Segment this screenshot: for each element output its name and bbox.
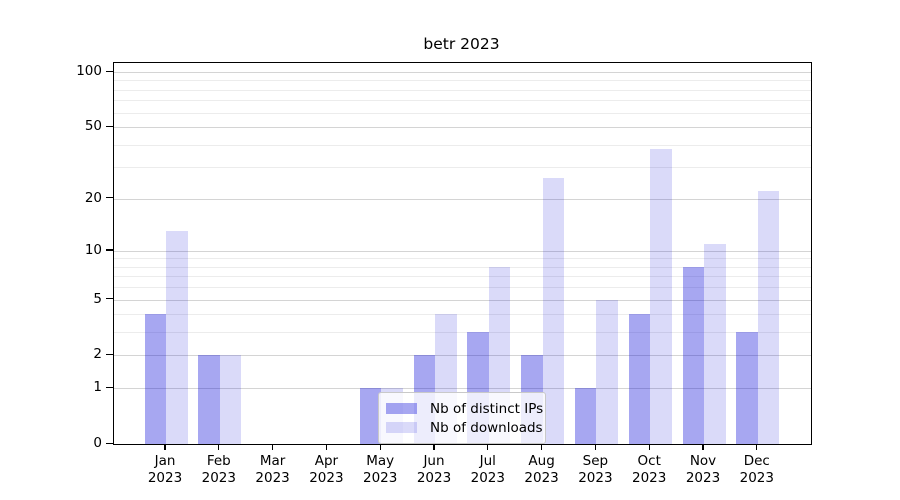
x-tick-mark (702, 444, 704, 451)
x-tick-mark (164, 444, 166, 451)
y-tick-mark (106, 353, 113, 356)
major-gridline (114, 299, 811, 301)
x-tick-label: Apr 2023 (309, 453, 344, 486)
y-tick-mark (106, 442, 113, 444)
minor-gridline (114, 314, 811, 316)
x-tick-mark (325, 444, 328, 451)
minor-gridline (114, 100, 811, 102)
legend-swatch-distinct-ips (386, 403, 417, 414)
bar-distinct-ips-jan (144, 314, 166, 444)
minor-gridline (114, 258, 811, 260)
x-tick-label: Aug 2023 (524, 453, 559, 486)
legend-label-distinct-ips: Nb of distinct IPs (430, 400, 544, 417)
x-tick-mark (271, 444, 274, 451)
y-tick-mark (106, 70, 113, 72)
legend-label-downloads: Nb of downloads (430, 419, 543, 436)
bar-distinct-ips-nov (682, 266, 704, 444)
y-tick-label: 2 (93, 346, 102, 363)
minor-gridline (114, 276, 811, 278)
x-tick-mark (648, 444, 650, 451)
bar-distinct-ips-may (359, 388, 382, 444)
minor-gridline (114, 144, 811, 146)
bar-downloads-sep (596, 299, 618, 444)
y-tick-label: 0 (93, 435, 102, 451)
bar-downloads-oct (650, 148, 672, 444)
x-tick-label: Feb 2023 (201, 453, 236, 486)
bar-distinct-ips-feb (198, 355, 220, 444)
x-tick-mark (756, 444, 758, 451)
x-tick-label: Dec 2023 (739, 453, 774, 486)
x-tick-label: Jul 2023 (470, 453, 505, 486)
x-tick-mark (594, 444, 597, 451)
bar-downloads-dec (757, 191, 780, 444)
major-gridline (114, 72, 811, 74)
minor-gridline (114, 287, 811, 289)
major-gridline (114, 127, 811, 129)
major-gridline (114, 250, 811, 252)
x-tick-label: May 2023 (363, 453, 398, 486)
x-tick-mark (433, 444, 435, 451)
legend-swatch-downloads (386, 422, 417, 433)
y-tick-label: 5 (93, 290, 102, 307)
y-tick-label: 10 (84, 241, 102, 258)
major-gridline (114, 388, 811, 390)
x-tick-label: Sep 2023 (578, 453, 613, 486)
x-tick-mark (487, 444, 489, 451)
bar-downloads-nov (704, 243, 726, 444)
x-tick-mark (379, 444, 381, 451)
minor-gridline (114, 80, 811, 82)
x-tick-mark (218, 444, 220, 451)
bar-downloads-aug (542, 178, 565, 444)
x-tick-label: Mar 2023 (255, 453, 290, 486)
y-tick-mark (106, 298, 113, 300)
bar-distinct-ips-dec (736, 332, 758, 444)
bar-distinct-ips-oct (628, 314, 651, 444)
bar-downloads-feb (219, 355, 242, 444)
minor-gridline (114, 332, 811, 334)
bar-distinct-ips-sep (574, 388, 597, 444)
major-gridline (114, 355, 811, 357)
minor-gridline (114, 266, 811, 268)
y-tick-mark (106, 125, 113, 127)
plot-area (113, 62, 812, 445)
x-tick-label: Nov 2023 (685, 453, 721, 486)
y-tick-label: 1 (93, 379, 102, 396)
x-tick-mark (540, 444, 543, 451)
y-tick-mark (106, 249, 113, 251)
bar-downloads-jan (166, 231, 188, 444)
minor-gridline (114, 89, 811, 91)
y-tick-label: 100 (76, 63, 102, 80)
legend-entry-distinct-ips: Nb of distinct IPs (386, 399, 543, 418)
y-tick-mark (106, 197, 113, 199)
y-tick-label: 20 (84, 189, 102, 206)
y-tick-label: 50 (84, 118, 102, 135)
minor-gridline (114, 167, 811, 169)
major-gridline (114, 198, 811, 200)
minor-gridline (114, 112, 811, 114)
x-tick-label: Jun 2023 (416, 453, 452, 486)
x-tick-label: Oct 2023 (632, 453, 667, 486)
legend-entry-downloads: Nb of downloads (386, 418, 543, 437)
x-tick-label: Jan 2023 (147, 453, 183, 486)
y-tick-mark (106, 386, 113, 388)
legend: Nb of distinct IPs Nb of downloads (378, 392, 546, 444)
chart-title: betr 2023 (423, 35, 500, 53)
